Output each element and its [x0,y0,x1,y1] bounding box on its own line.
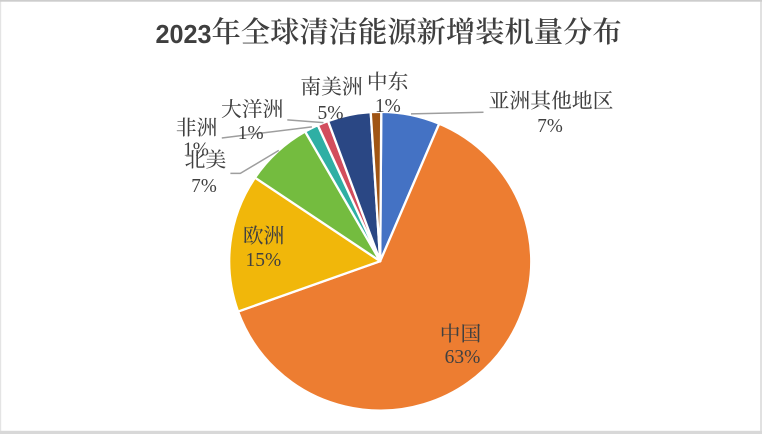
svg-text:1%: 1% [375,96,401,117]
svg-text:63%: 63% [445,347,481,368]
svg-text:2023: 2023 [156,19,212,49]
svg-text:7%: 7% [537,116,563,137]
svg-text:15%: 15% [246,250,282,271]
svg-text:1%: 1% [183,139,209,160]
svg-text:5%: 5% [318,103,344,124]
svg-text:1%: 1% [238,123,264,144]
svg-text:7%: 7% [191,176,217,197]
